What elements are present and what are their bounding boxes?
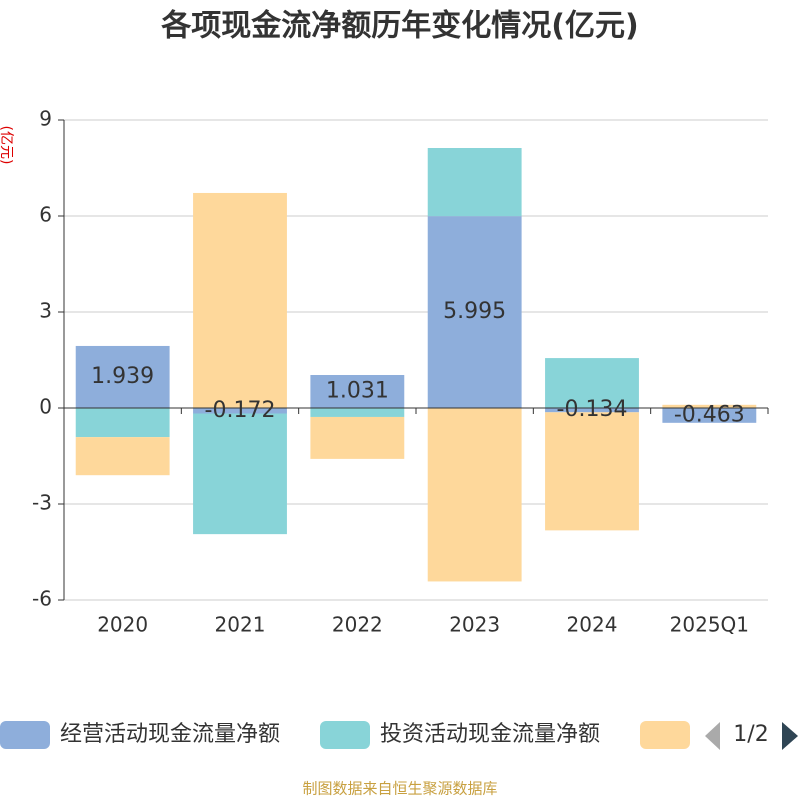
y-tick-label: 3	[39, 299, 52, 323]
legend-swatch[interactable]	[320, 721, 370, 749]
bar	[193, 192, 287, 408]
bar	[545, 358, 639, 408]
data-label: 5.995	[443, 299, 506, 324]
source: 制图数据来自恒生聚源数据库	[302, 780, 497, 798]
y-tick-label: -6	[32, 587, 52, 611]
x-tick-label: 2023	[449, 613, 500, 637]
bar	[310, 416, 405, 459]
bar	[193, 408, 287, 414]
legend-label[interactable]: 经营活动现金流量净额	[60, 722, 280, 747]
bar	[545, 412, 639, 531]
bar	[545, 408, 639, 413]
y-tick-label: 6	[39, 203, 52, 227]
y-tick-label: 9	[39, 107, 52, 131]
bar	[75, 345, 170, 408]
data-label: 1.939	[91, 364, 154, 389]
data-label: -0.463	[674, 402, 745, 427]
data-label: 1.031	[326, 379, 389, 404]
x-tick-label: 2022	[332, 613, 383, 637]
x-tick-label: 2021	[215, 613, 266, 637]
bar	[310, 375, 405, 408]
bar	[310, 408, 405, 417]
bar	[75, 437, 170, 476]
x-tick-label: 2024	[567, 613, 618, 637]
legend-swatch[interactable]	[0, 721, 50, 749]
bar	[193, 413, 287, 535]
legend-prev[interactable]	[705, 722, 720, 750]
bar	[662, 404, 757, 408]
y-axis-label: (亿元)	[0, 126, 14, 165]
bar	[427, 408, 522, 582]
legend-next[interactable]	[782, 722, 798, 750]
bar	[75, 408, 170, 438]
bar	[427, 216, 522, 408]
bar	[427, 148, 522, 217]
x-tick-label: 2020	[97, 613, 148, 637]
data-label: -0.172	[205, 398, 276, 423]
y-tick-label: 0	[39, 395, 52, 419]
chart-title: 各项现金流净额历年变化情况(亿元)	[160, 9, 638, 44]
y-tick-label: -3	[32, 491, 52, 515]
data-label: -0.134	[557, 397, 628, 422]
bar	[662, 408, 757, 423]
legend-label[interactable]: 投资活动现金流量净额	[380, 722, 600, 747]
legend-swatch[interactable]	[640, 721, 690, 749]
x-tick-label: 2025Q1	[670, 613, 749, 637]
legend-page: 1/2	[733, 722, 768, 747]
